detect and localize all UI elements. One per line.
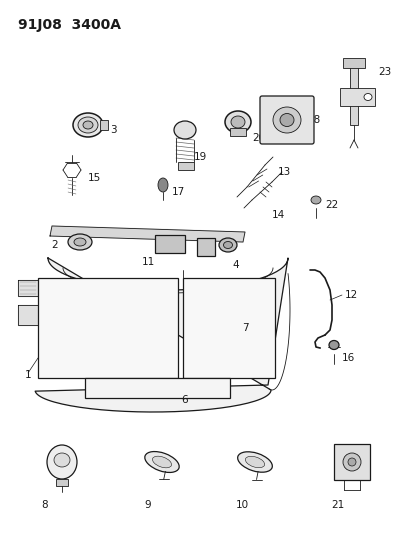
Text: 13: 13 [277, 167, 291, 177]
Ellipse shape [158, 178, 168, 192]
Ellipse shape [272, 107, 300, 133]
Text: 7: 7 [242, 323, 248, 333]
Text: 17: 17 [171, 187, 185, 197]
Ellipse shape [347, 458, 355, 466]
Polygon shape [18, 280, 38, 296]
Ellipse shape [68, 234, 92, 250]
Text: 18: 18 [307, 115, 320, 125]
Bar [154, 235, 185, 253]
Ellipse shape [78, 117, 98, 133]
Text: 21: 21 [330, 500, 344, 510]
Ellipse shape [145, 451, 179, 472]
Ellipse shape [73, 113, 103, 137]
Bar [56, 479, 68, 486]
Ellipse shape [83, 121, 93, 129]
Ellipse shape [152, 456, 171, 468]
Polygon shape [18, 305, 38, 325]
Text: 6: 6 [181, 395, 188, 405]
Ellipse shape [310, 196, 320, 204]
Text: 10: 10 [235, 500, 248, 510]
Bar [38, 278, 178, 378]
Ellipse shape [74, 238, 86, 246]
Text: 19: 19 [193, 152, 206, 162]
Text: 23: 23 [377, 67, 390, 77]
Polygon shape [35, 258, 287, 412]
Ellipse shape [363, 93, 371, 101]
Ellipse shape [54, 453, 70, 467]
Text: 14: 14 [271, 210, 285, 220]
Polygon shape [50, 226, 244, 242]
Bar [342, 58, 364, 68]
Ellipse shape [47, 445, 77, 479]
Text: 5: 5 [207, 240, 214, 250]
Text: 20: 20 [252, 133, 264, 143]
Bar [178, 162, 194, 170]
Ellipse shape [230, 116, 244, 128]
Text: 15: 15 [88, 173, 101, 183]
Text: 91J08  3400A: 91J08 3400A [18, 18, 121, 32]
Ellipse shape [342, 453, 360, 471]
Bar [333, 444, 369, 480]
Text: 1: 1 [25, 370, 31, 380]
Bar [197, 238, 214, 256]
Bar [100, 120, 108, 130]
Bar [349, 65, 357, 125]
Ellipse shape [245, 456, 264, 467]
Text: 9: 9 [144, 500, 151, 510]
Ellipse shape [218, 238, 236, 252]
Text: 4: 4 [231, 260, 238, 270]
Bar [339, 88, 374, 106]
Ellipse shape [223, 241, 232, 248]
Text: 3: 3 [110, 125, 116, 135]
Ellipse shape [173, 121, 195, 139]
Text: 11: 11 [141, 257, 154, 267]
Text: 22: 22 [324, 200, 337, 210]
Ellipse shape [279, 114, 293, 126]
Ellipse shape [237, 452, 272, 472]
Text: 2: 2 [51, 240, 58, 250]
Ellipse shape [328, 341, 338, 350]
Text: 12: 12 [344, 290, 357, 300]
Text: 8: 8 [42, 500, 48, 510]
Ellipse shape [224, 111, 250, 133]
Bar [183, 278, 274, 378]
Text: 16: 16 [341, 353, 354, 363]
Bar [85, 378, 230, 398]
Bar [230, 128, 245, 136]
FancyBboxPatch shape [259, 96, 313, 144]
